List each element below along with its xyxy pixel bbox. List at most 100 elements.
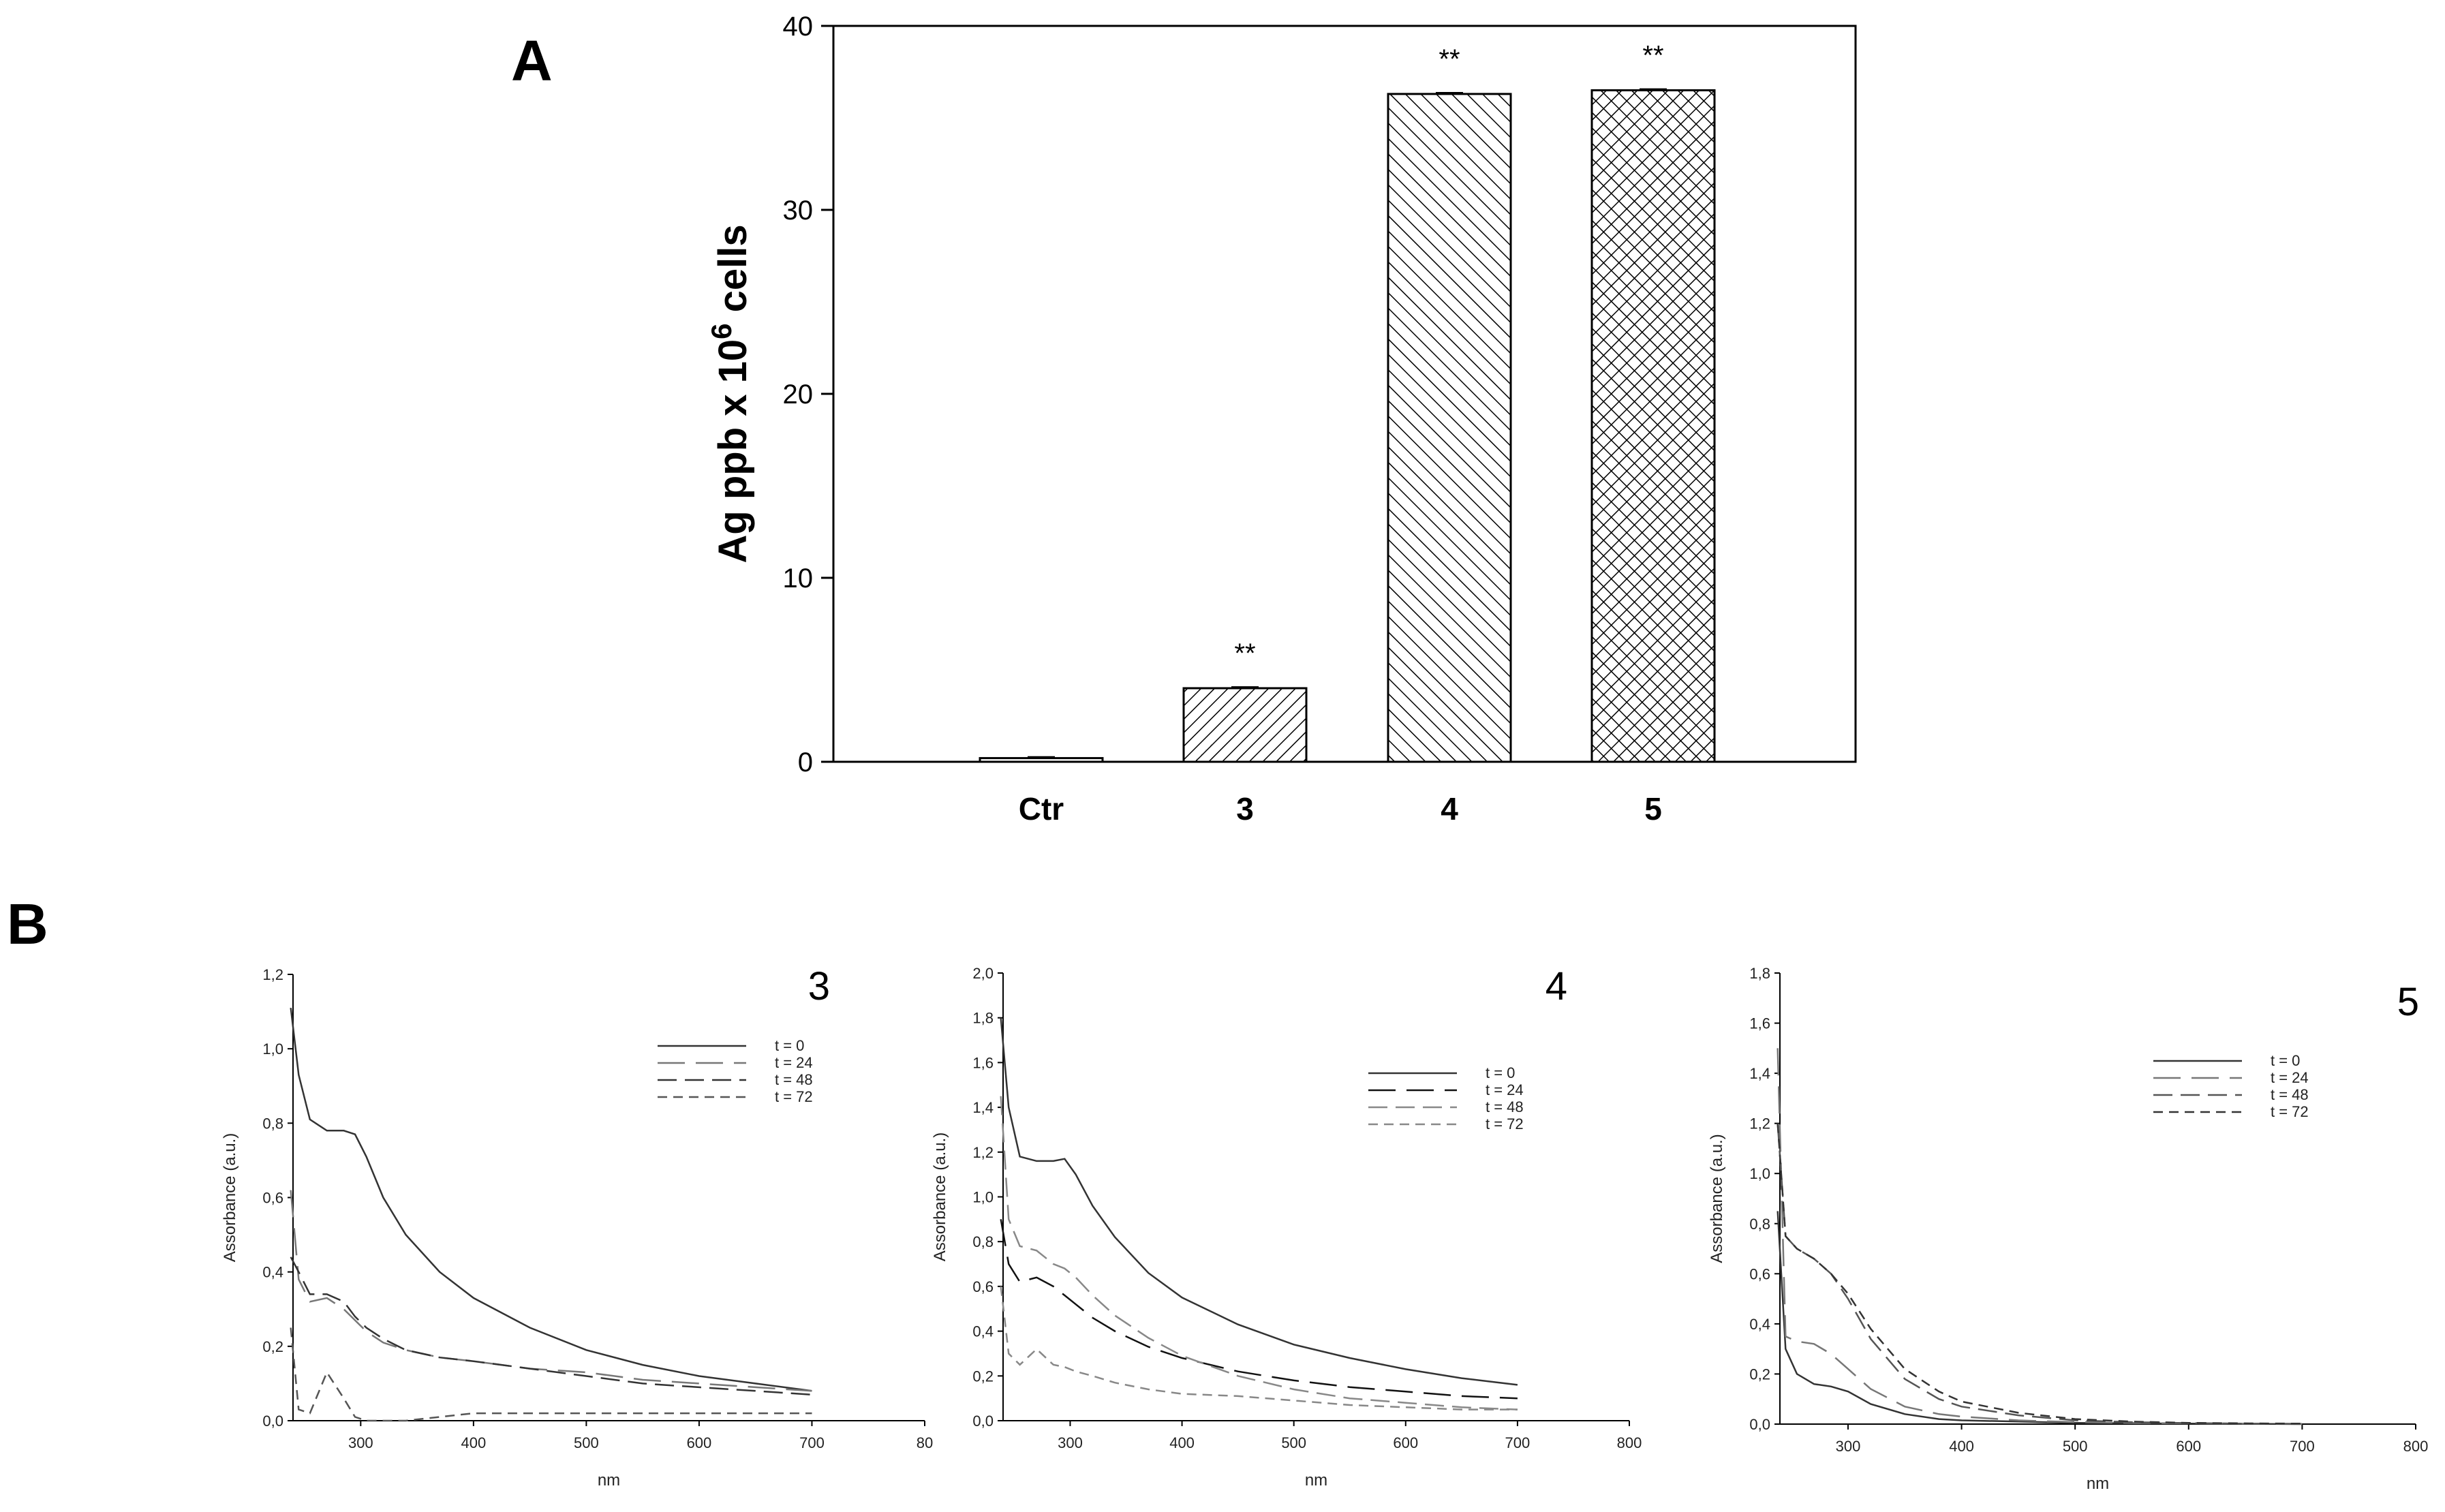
y-tick-label: 1,4 xyxy=(972,1099,994,1116)
y-tick-label: 20 xyxy=(783,380,814,410)
bar-chart-bars: Ctr 3 ** 4 ** 5 ** xyxy=(979,41,1716,827)
y-tick-label: 0,6 xyxy=(1749,1265,1770,1282)
series-line-t24 xyxy=(1777,1048,2303,1425)
y-tick-label: 1,8 xyxy=(972,1010,994,1027)
x-tick-label: 5 xyxy=(1644,791,1662,827)
bar-4 xyxy=(1387,93,1512,763)
y-label-main: Ag ppb x 10 xyxy=(711,339,755,564)
bar-chart-y-axis: 0 10 20 30 40 xyxy=(783,12,833,777)
y-tick-label: 0,0 xyxy=(1749,1416,1770,1433)
x-tick-label: 300 xyxy=(1836,1438,1861,1455)
chart-corner-label: 5 xyxy=(2397,980,2419,1024)
y-tick-label: 0,4 xyxy=(262,1264,283,1281)
y-tick-label: 0,6 xyxy=(972,1278,994,1295)
x-axis-label: nm xyxy=(2087,1475,2109,1493)
y-tick-label: 0,2 xyxy=(972,1368,994,1385)
series-line-t72 xyxy=(1000,1286,1518,1410)
chart-corner-label: 3 xyxy=(808,964,830,1008)
series-line-t0 xyxy=(1777,1211,2303,1425)
bar-3 xyxy=(1182,687,1308,763)
bar-Ctr xyxy=(979,757,1104,763)
panel-label-a: A xyxy=(511,29,553,93)
legend-label: t = 48 xyxy=(2271,1086,2309,1103)
y-tick-label: 40 xyxy=(783,12,814,42)
legend-label: t = 0 xyxy=(775,1037,804,1054)
legend-label: t = 48 xyxy=(775,1071,813,1088)
bar-chart: 0 10 20 30 40 Ctr 3 ** 4 ** 5 ** Ag ppb x 106 cell… xyxy=(705,12,1857,827)
x-tick-label: 800 xyxy=(1617,1434,1642,1451)
x-tick-label: 300 xyxy=(348,1434,373,1451)
absorbance-chart-4: 0,0 0,2 0,4 0,6 0,8 1,0 1,2 1,4 1,6 1,8 2,0 300 400 5… xyxy=(931,964,1642,1490)
x-tick-label: 500 xyxy=(1281,1434,1306,1451)
x-tick-label: 700 xyxy=(2290,1438,2315,1455)
significance-marker: ** xyxy=(1234,638,1255,668)
y-axis-label: Assorbance (a.u.) xyxy=(221,1133,239,1262)
y-label-tail: cells xyxy=(711,224,755,323)
series-line-t48 xyxy=(1777,1123,2303,1425)
x-tick-label: 700 xyxy=(799,1434,825,1451)
y-tick-label: 0,0 xyxy=(262,1413,283,1430)
series-line-t72 xyxy=(290,1327,812,1422)
y-tick-label: 1,2 xyxy=(1749,1115,1770,1132)
series-line-t24 xyxy=(290,1190,812,1392)
legend-label: t = 48 xyxy=(1486,1098,1524,1115)
y-tick-label: 1,6 xyxy=(972,1054,994,1071)
x-tick-label: 600 xyxy=(687,1434,712,1451)
series-line-t0 xyxy=(290,1007,812,1392)
x-tick-label: 400 xyxy=(461,1434,486,1451)
y-tick-label: 0,2 xyxy=(262,1338,283,1355)
y-tick-label: 0,2 xyxy=(1749,1366,1770,1383)
y-tick-label: 0 xyxy=(798,747,813,777)
y-tick-label: 0,8 xyxy=(1749,1216,1770,1233)
legend-label: t = 24 xyxy=(775,1054,813,1071)
x-tick-label: 700 xyxy=(1505,1434,1531,1451)
series-line-t72 xyxy=(1777,1123,2303,1425)
legend-label: t = 24 xyxy=(2271,1069,2309,1086)
series-line-t48 xyxy=(1000,1096,1518,1410)
significance-marker: ** xyxy=(1439,44,1460,74)
y-tick-label: 10 xyxy=(783,564,814,593)
x-tick-label: 4 xyxy=(1441,791,1458,827)
legend-label: t = 0 xyxy=(2271,1052,2300,1069)
x-tick-label: Ctr xyxy=(1019,791,1064,827)
x-tick-label: 400 xyxy=(1949,1438,1974,1455)
significance-marker: ** xyxy=(1642,41,1663,71)
legend-label: t = 72 xyxy=(1486,1115,1524,1132)
y-tick-label: 1,4 xyxy=(1749,1065,1770,1082)
x-tick-label: 500 xyxy=(2063,1438,2088,1455)
x-tick-label: 80 xyxy=(917,1434,933,1451)
x-tick-label: 600 xyxy=(2176,1438,2201,1455)
x-tick-label: 400 xyxy=(1169,1434,1195,1451)
x-tick-label: 800 xyxy=(2403,1438,2429,1455)
bar-5 xyxy=(1590,89,1716,763)
y-axis-label: Assorbance (a.u.) xyxy=(931,1132,949,1261)
y-label-superscript: 6 xyxy=(705,324,737,339)
y-tick-label: 1,6 xyxy=(1749,1015,1770,1032)
y-tick-label: 1,0 xyxy=(262,1040,283,1058)
x-tick-label: 300 xyxy=(1058,1434,1083,1451)
y-tick-label: 1,2 xyxy=(972,1144,994,1161)
bar-chart-y-label: Ag ppb x 106 cells xyxy=(705,224,755,563)
series-line-t0 xyxy=(1000,1017,1518,1386)
x-tick-label: 500 xyxy=(574,1434,599,1451)
y-tick-label: 2,0 xyxy=(972,965,994,982)
y-tick-label: 30 xyxy=(783,196,814,226)
legend-label: t = 72 xyxy=(2271,1103,2309,1120)
y-axis-label: Assorbance (a.u.) xyxy=(1708,1134,1726,1263)
x-axis-label: nm xyxy=(598,1471,620,1490)
y-tick-label: 1,2 xyxy=(262,966,283,983)
x-tick-label: 600 xyxy=(1393,1434,1418,1451)
y-tick-label: 0,4 xyxy=(972,1323,994,1340)
y-tick-label: 1,8 xyxy=(1749,965,1770,982)
y-tick-label: 0,0 xyxy=(972,1413,994,1430)
y-tick-label: 1,0 xyxy=(972,1189,994,1206)
y-tick-label: 0,8 xyxy=(972,1233,994,1250)
y-tick-label: 0,4 xyxy=(1749,1316,1770,1333)
absorbance-chart-3: 0,0 0,2 0,4 0,6 0,8 1,0 1,2 300 400 500 600 700 80 nm… xyxy=(221,964,933,1490)
absorbance-chart-5: 0,0 0,2 0,4 0,6 0,8 1,0 1,2 1,4 1,6 1,8 300 400 500 6… xyxy=(1708,965,2428,1493)
legend-label: t = 72 xyxy=(775,1088,813,1105)
legend-label: t = 24 xyxy=(1486,1081,1524,1098)
legend-label: t = 0 xyxy=(1486,1064,1515,1081)
series-line-t48 xyxy=(290,1256,812,1396)
